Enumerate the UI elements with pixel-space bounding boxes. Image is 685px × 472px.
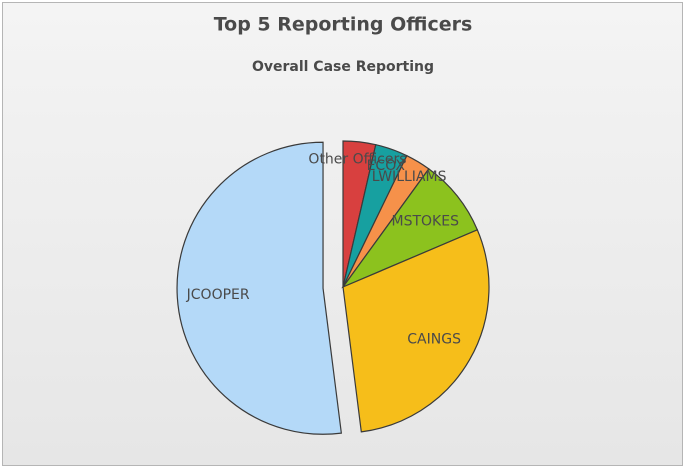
slice-label: CAINGS	[407, 331, 461, 347]
slice-label: JCOOPER	[186, 287, 250, 303]
pie-slice	[176, 141, 343, 435]
slice-label: LWILLIAMS	[372, 169, 447, 185]
pie	[176, 140, 490, 435]
pie-slice	[342, 229, 490, 433]
chart-title: Top 5 Reporting Officers	[214, 14, 473, 36]
slice-label: MSTOKES	[392, 214, 460, 230]
slice-label: Other Officers	[308, 151, 406, 167]
slice-label: ECOX	[367, 158, 406, 174]
chart-subtitle: Overall Case Reporting	[252, 59, 434, 75]
